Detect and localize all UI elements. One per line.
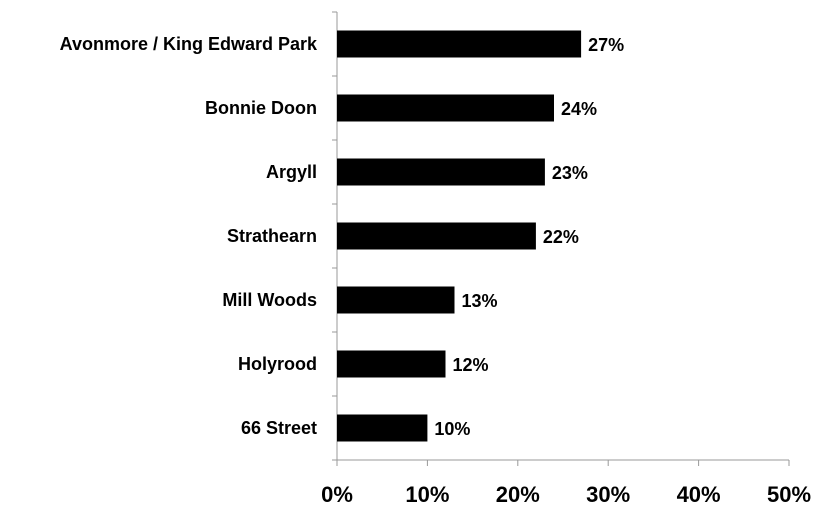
x-tick-label: 0% [321,482,353,507]
category-label: Mill Woods [222,290,317,310]
category-label: Argyll [266,162,317,182]
x-tick-label: 10% [405,482,449,507]
bars-group [337,30,582,442]
category-label: Bonnie Doon [205,98,317,118]
category-label: 66 Street [241,418,317,438]
bar [337,286,455,314]
bar [337,158,545,186]
bar [337,222,536,250]
category-label: Avonmore / King Edward Park [60,34,318,54]
value-label: 27% [588,35,624,55]
y-ticks-group [332,11,337,461]
x-tick-label: 20% [496,482,540,507]
category-label: Strathearn [227,226,317,246]
category-label: Holyrood [238,354,317,374]
x-tick-label: 50% [767,482,811,507]
value-label: 12% [453,355,489,375]
category-labels-group: Avonmore / King Edward Park Bonnie Doon Ar… [60,34,318,438]
bar [337,94,554,122]
bar [337,350,446,378]
bar [337,30,582,58]
value-label: 13% [462,291,498,311]
value-label: 10% [434,419,470,439]
x-tick-label: 40% [677,482,721,507]
value-labels-group: 27% 24% 23% 22% 13% 12% 10% [434,35,624,439]
value-label: 22% [543,227,579,247]
x-tick-label: 30% [586,482,630,507]
bar [337,414,428,442]
x-ticks-group: 0% 10% 20% 30% 40% 50% [321,460,811,507]
value-label: 23% [552,163,588,183]
value-label: 24% [561,99,597,119]
